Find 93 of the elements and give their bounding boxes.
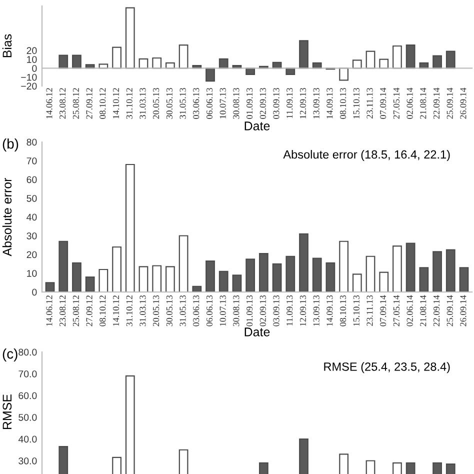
x-tick-label: 11.09.13: [286, 295, 293, 326]
x-tick-label: 03.09.13: [273, 295, 280, 326]
x-tick-label: 01.09.13: [246, 88, 253, 119]
x-tick-label: 14.10.12: [112, 296, 120, 326]
y-tick-label: 50.0: [18, 414, 37, 421]
x-tick-label: 23.08.12: [60, 296, 66, 326]
x-tick-label: 21.08.14: [420, 88, 426, 119]
y-tick-label: 30.0: [18, 457, 37, 464]
x-tick-label: 30.08.13: [233, 295, 240, 326]
x-tick-label: 23.11.13: [366, 88, 373, 118]
x-tick-label: 26.09.14: [460, 295, 466, 326]
x-tick-label: 31.05.13: [180, 88, 186, 119]
x-tick-label: 03.06.13: [193, 295, 200, 326]
x-tick-label: 23.08.12: [60, 88, 66, 119]
x-tick-label: 13.09.13: [313, 88, 320, 118]
x-tick-label: 02.06.14: [406, 295, 413, 326]
x-tick-label: 27.09.12: [86, 296, 92, 326]
x-tick-label: 26.09.14: [460, 88, 466, 119]
y-tick-label: 20: [26, 47, 37, 54]
x-tick-label: 14.09.13: [326, 88, 333, 118]
y-tick-label: 10: [27, 270, 37, 277]
x-tick-label: 30.08.13: [233, 88, 240, 119]
x-tick-label: 27.05.14: [393, 295, 400, 326]
x-tick-label: 10.07.13: [220, 88, 226, 118]
y-tick-label: 60: [26, 176, 37, 184]
x-tick-label: 02.09.13: [260, 88, 266, 119]
y-tick-label: −20: [21, 82, 37, 90]
text: (c): [2, 348, 18, 362]
y-tick-label: 70: [26, 157, 37, 164]
y-tick-label: 80.0: [18, 348, 37, 356]
x-tick-label: 14.06.12: [46, 296, 52, 326]
x-tick-label: 03.09.13: [273, 88, 280, 119]
x-tick-label: 12.09.13: [300, 295, 306, 326]
y-tick-label: 10: [27, 56, 37, 63]
x-tick-label: 27.09.12: [86, 88, 92, 119]
x-tick-label: 08.10.12: [100, 88, 106, 119]
x-tick-label: 27.05.14: [393, 88, 400, 119]
x-tick-label: 14.09.13: [326, 295, 333, 326]
x-tick-label: 07.09.14: [380, 88, 386, 119]
x-tick-label: 31.10.12: [126, 296, 132, 326]
y-tick-label: 40: [26, 214, 37, 221]
x-tick-label: 31.03.13: [140, 295, 146, 326]
y-tick-label: 0: [32, 288, 37, 296]
x-tick-label: 11.09.13: [286, 88, 293, 118]
x-tick-label: 25.09.14: [446, 295, 453, 326]
x-tick-label: 15.10.13: [353, 88, 360, 118]
x-tick-label: 25.08.12: [72, 88, 80, 119]
y-tick-label: 50: [26, 194, 37, 202]
x-tick-label: 22.09.14: [433, 295, 440, 326]
y-tick-label: 20: [26, 251, 37, 258]
y-tick-label: 0: [32, 64, 37, 72]
x-tick-label: 25.08.12: [72, 296, 80, 326]
x-tick-label: 14.06.12: [46, 88, 52, 118]
x-tick-label: 25.09.14: [446, 88, 453, 119]
x-tick-label: 22.09.14: [433, 88, 440, 119]
x-tick-label: 14.10.12: [112, 88, 120, 118]
y-tick-label: 80: [26, 138, 37, 146]
y-tick-label: 60.0: [18, 392, 37, 400]
x-tick-label: 23.11.13: [366, 295, 373, 326]
x-tick-label: 08.10.12: [100, 296, 106, 326]
x-tick-label: 30.05.13: [166, 88, 172, 119]
x-tick-label: 20.05.13: [153, 295, 160, 326]
y-axis-title: Bias: [2, 34, 12, 58]
x-axis-title: Date: [244, 122, 270, 130]
y-tick-label: 40.0: [18, 436, 37, 443]
x-tick-label: 20.05.13: [153, 88, 160, 119]
x-tick-label: 13.09.13: [313, 295, 320, 326]
x-tick-label: 10.07.13: [220, 295, 226, 326]
x-tick-label: 21.08.14: [420, 295, 426, 326]
x-tick-label: 06.06.13: [206, 295, 213, 326]
x-tick-label: 15.10.13: [353, 295, 360, 326]
x-tick-label: 31.05.13: [180, 295, 186, 326]
y-tick-label: 70.0: [18, 370, 37, 378]
y-tick-label: −10: [21, 74, 37, 81]
y-axis-title: RMSE: [2, 394, 12, 430]
x-tick-label: 02.09.13: [260, 295, 266, 326]
x-tick-label: 02.06.14: [406, 88, 413, 119]
y-axis-title: Absolute error: [2, 178, 12, 256]
x-tick-label: 31.10.12: [126, 88, 132, 119]
text: (b): [2, 138, 18, 152]
x-tick-label: 08.10.13: [340, 88, 346, 119]
annotation: Absolute error (18.5, 16.4, 22.1): [283, 150, 450, 161]
x-tick-label: 08.10.13: [340, 295, 346, 326]
y-tick-label: 30: [26, 232, 37, 240]
x-axis-title: Date: [244, 328, 270, 336]
x-tick-label: 12.09.13: [300, 88, 306, 118]
x-tick-label: 06.06.13: [206, 88, 213, 119]
x-tick-label: 07.09.14: [380, 295, 386, 326]
x-tick-label: 01.09.13: [246, 295, 253, 326]
x-tick-label: 30.05.13: [166, 295, 172, 326]
x-tick-label: 31.03.13: [140, 88, 146, 119]
x-tick-label: 03.06.13: [193, 88, 200, 119]
annotation: RMSE (25.4, 23.5, 28.4): [324, 362, 450, 374]
